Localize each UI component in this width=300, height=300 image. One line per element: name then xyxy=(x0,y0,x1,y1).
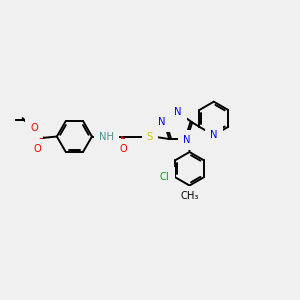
Text: O: O xyxy=(30,123,38,134)
Text: N: N xyxy=(210,130,218,140)
Text: NH: NH xyxy=(99,131,114,142)
Text: O: O xyxy=(34,144,41,154)
Text: N: N xyxy=(183,135,190,145)
Text: S: S xyxy=(147,131,153,142)
Text: N: N xyxy=(158,118,166,128)
Text: N: N xyxy=(174,107,182,117)
Text: CH₃: CH₃ xyxy=(180,191,199,201)
Text: O: O xyxy=(120,145,128,154)
Text: Cl: Cl xyxy=(160,172,169,182)
